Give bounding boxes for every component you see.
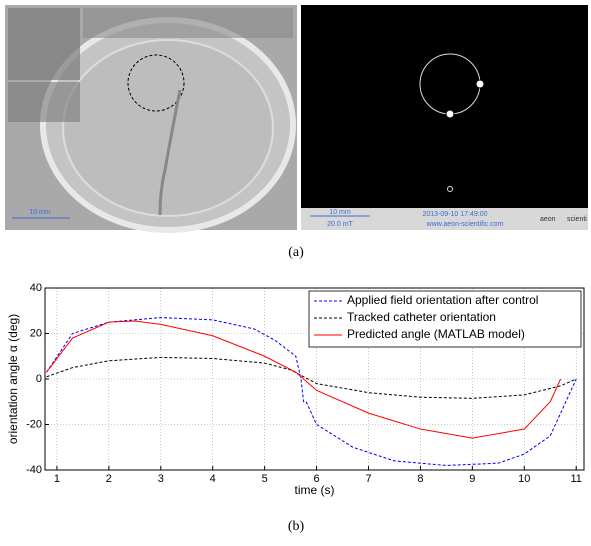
x-tick-label: 6 [314, 473, 320, 485]
field-label: 20.0 mT [327, 221, 353, 228]
dish-inner [62, 39, 274, 217]
x-tick-label: 1 [54, 473, 60, 485]
chart: -40 -20 0 20 40 1 2 3 4 5 6 7 8 9 10 11 time (s) orientat… [6, 282, 585, 497]
y-tick-label: -40 [26, 464, 42, 476]
right-image [301, 5, 588, 230]
x-axis-label: time (s) [295, 483, 335, 497]
legend-box [308, 290, 582, 348]
data-line [46, 317, 577, 466]
caption: (a) [288, 245, 304, 260]
data-line [46, 356, 577, 399]
x-tick-label: 9 [469, 473, 475, 485]
legend-label: Predicted angle (MATLAB model) [347, 327, 525, 341]
scale-label: 10 mm [329, 209, 351, 216]
website: www.aeon-scientific.com [426, 221, 504, 228]
y-tick-label: 0 [36, 373, 42, 385]
target-circle [127, 54, 185, 112]
plot-frame [44, 287, 585, 471]
y-tick-label: 40 [30, 282, 42, 294]
x-tick-label: 11 [571, 473, 582, 485]
y-tick-label: -20 [26, 418, 42, 430]
marker [475, 79, 485, 89]
legend-label: Applied field orientation after control [347, 293, 538, 307]
y-axis-label: orientation angle α (deg) [6, 314, 20, 444]
x-tick-label: 7 [365, 473, 371, 485]
x-tick-label: 3 [158, 473, 164, 485]
scale-label: 10 mm [29, 209, 51, 216]
timestamp: 2013-09-10 17:49:00 [423, 211, 488, 218]
marker [445, 109, 455, 119]
brand: aeon [540, 216, 556, 223]
field-panel [8, 82, 80, 122]
marker [447, 186, 453, 192]
x-tick-label: 5 [262, 473, 268, 485]
caption: (b) [288, 519, 305, 534]
info-bar [301, 208, 588, 230]
brand-suffix: scienti [567, 216, 587, 223]
status-panel [83, 8, 293, 38]
x-tick-label: 8 [417, 473, 423, 485]
catheter [158, 89, 182, 216]
x-tick-label: 4 [210, 473, 216, 485]
y-tick-label: 20 [30, 327, 42, 339]
x-tick-label: 10 [518, 473, 530, 485]
legend-label: Tracked catheter orientation [347, 310, 496, 324]
coil-panel [8, 8, 80, 80]
data-line [46, 320, 562, 439]
x-tick-label: 2 [106, 473, 112, 485]
